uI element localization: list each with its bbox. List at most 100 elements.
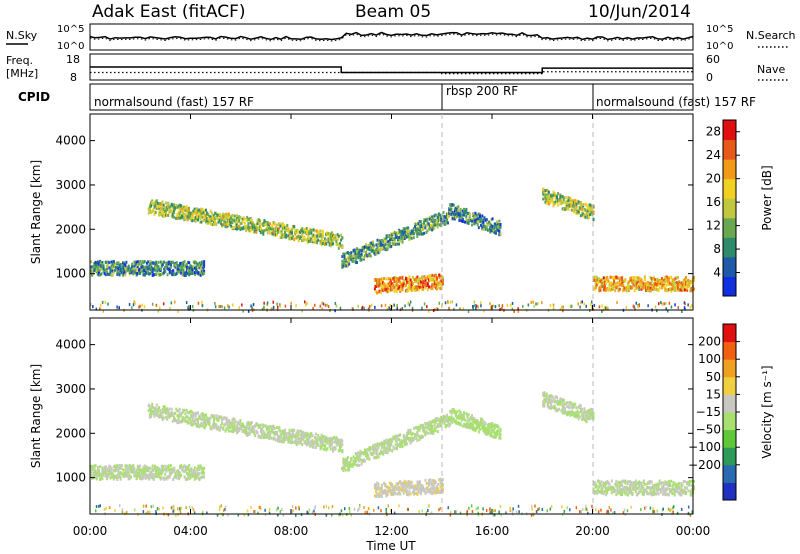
echo-cell bbox=[415, 277, 418, 281]
echo-cell bbox=[411, 438, 414, 442]
echo-cell bbox=[399, 433, 402, 437]
echo-cell bbox=[202, 420, 205, 424]
echo-cell bbox=[354, 252, 357, 256]
echo-cell bbox=[476, 220, 479, 224]
echo-cell bbox=[581, 206, 584, 209]
echo-cell bbox=[295, 438, 298, 442]
echo-cell bbox=[402, 439, 405, 443]
echo-cell bbox=[391, 488, 394, 492]
echo-cell bbox=[439, 418, 442, 422]
echo-cell bbox=[566, 405, 569, 409]
echo-cell bbox=[336, 438, 339, 442]
echo-cell bbox=[256, 422, 259, 426]
echo-cell bbox=[472, 213, 475, 217]
speckle-cell bbox=[681, 310, 683, 313]
echo-cell bbox=[432, 488, 435, 492]
echo-cell bbox=[136, 263, 139, 267]
echo-cell bbox=[373, 445, 376, 449]
echo-cell bbox=[234, 227, 237, 231]
echo-cell bbox=[582, 203, 585, 206]
echo-cell bbox=[211, 215, 214, 219]
echo-cell bbox=[172, 260, 175, 264]
echo-cell bbox=[632, 276, 635, 279]
speckle-cell bbox=[501, 304, 504, 308]
echo-cell bbox=[430, 285, 433, 289]
echo-cell bbox=[156, 205, 159, 209]
echo-cell bbox=[276, 430, 278, 434]
echo-cell bbox=[395, 482, 398, 486]
echo-cell bbox=[161, 263, 164, 267]
speckle-cell bbox=[607, 307, 609, 311]
echo-cell bbox=[670, 289, 673, 293]
echo-cell bbox=[584, 418, 587, 422]
echo-cell bbox=[138, 268, 140, 272]
speckle-cell bbox=[677, 306, 679, 310]
echo-cell bbox=[378, 442, 381, 446]
echo-cell bbox=[183, 260, 186, 264]
echo-cell bbox=[557, 199, 560, 203]
echo-cell bbox=[419, 485, 422, 489]
echo-cell bbox=[411, 229, 414, 233]
echo-cell bbox=[493, 435, 496, 439]
echo-cell bbox=[396, 487, 399, 491]
echo-cell bbox=[426, 488, 429, 492]
echo-cell bbox=[173, 272, 176, 276]
speckle-cell bbox=[552, 307, 555, 311]
echo-cell bbox=[568, 401, 571, 405]
echo-cell bbox=[194, 219, 197, 223]
echo-cell bbox=[609, 281, 612, 285]
echo-cell bbox=[450, 203, 453, 206]
echo-cell bbox=[558, 400, 561, 404]
echo-cell bbox=[631, 286, 634, 290]
echo-cell bbox=[246, 431, 249, 435]
echo-cell bbox=[601, 282, 604, 286]
echo-cell bbox=[433, 224, 436, 228]
echo-cell bbox=[436, 287, 438, 291]
echo-cell bbox=[133, 271, 136, 275]
speckle-cell bbox=[252, 303, 255, 307]
echo-cell bbox=[589, 412, 592, 416]
echo-cell bbox=[201, 266, 204, 270]
echo-cell bbox=[483, 428, 486, 432]
echo-cell bbox=[109, 270, 112, 274]
echo-cell bbox=[449, 203, 452, 207]
echo-cell bbox=[239, 227, 242, 231]
speckle-cell bbox=[369, 305, 371, 309]
echo-cell bbox=[492, 435, 495, 439]
echo-cell bbox=[394, 287, 397, 291]
echo-cell bbox=[185, 215, 188, 219]
echo-cell bbox=[366, 245, 369, 249]
echo-cell bbox=[190, 268, 193, 271]
speckle-cell bbox=[326, 303, 328, 307]
echo-cell bbox=[402, 279, 405, 283]
echo-cell bbox=[324, 444, 327, 448]
echo-cell bbox=[483, 420, 486, 424]
echo-cell bbox=[353, 460, 356, 464]
echo-cell bbox=[198, 266, 201, 270]
echo-cell bbox=[339, 440, 341, 444]
echo-cell bbox=[159, 412, 162, 416]
echo-cell bbox=[571, 199, 574, 203]
echo-cell bbox=[451, 217, 454, 221]
echo-cell bbox=[569, 410, 572, 414]
echo-cell bbox=[328, 233, 331, 237]
echo-cell bbox=[368, 246, 371, 250]
echo-cell bbox=[288, 237, 291, 241]
echo-cell bbox=[428, 285, 430, 289]
echo-cell bbox=[419, 229, 422, 233]
echo-cell bbox=[422, 424, 424, 428]
echo-cell bbox=[300, 434, 302, 438]
echo-cell bbox=[317, 444, 320, 447]
echo-cell bbox=[372, 444, 374, 448]
echo-cell bbox=[166, 208, 169, 212]
echo-cell bbox=[184, 419, 187, 423]
echo-cell bbox=[368, 448, 371, 452]
echo-cell bbox=[640, 282, 643, 286]
echo-cell bbox=[552, 190, 555, 194]
echo-cell bbox=[373, 494, 376, 498]
echo-cell bbox=[341, 236, 344, 240]
echo-cell bbox=[566, 401, 569, 405]
echo-cell bbox=[153, 212, 156, 216]
echo-cell bbox=[366, 451, 369, 455]
echo-cell bbox=[474, 219, 477, 223]
